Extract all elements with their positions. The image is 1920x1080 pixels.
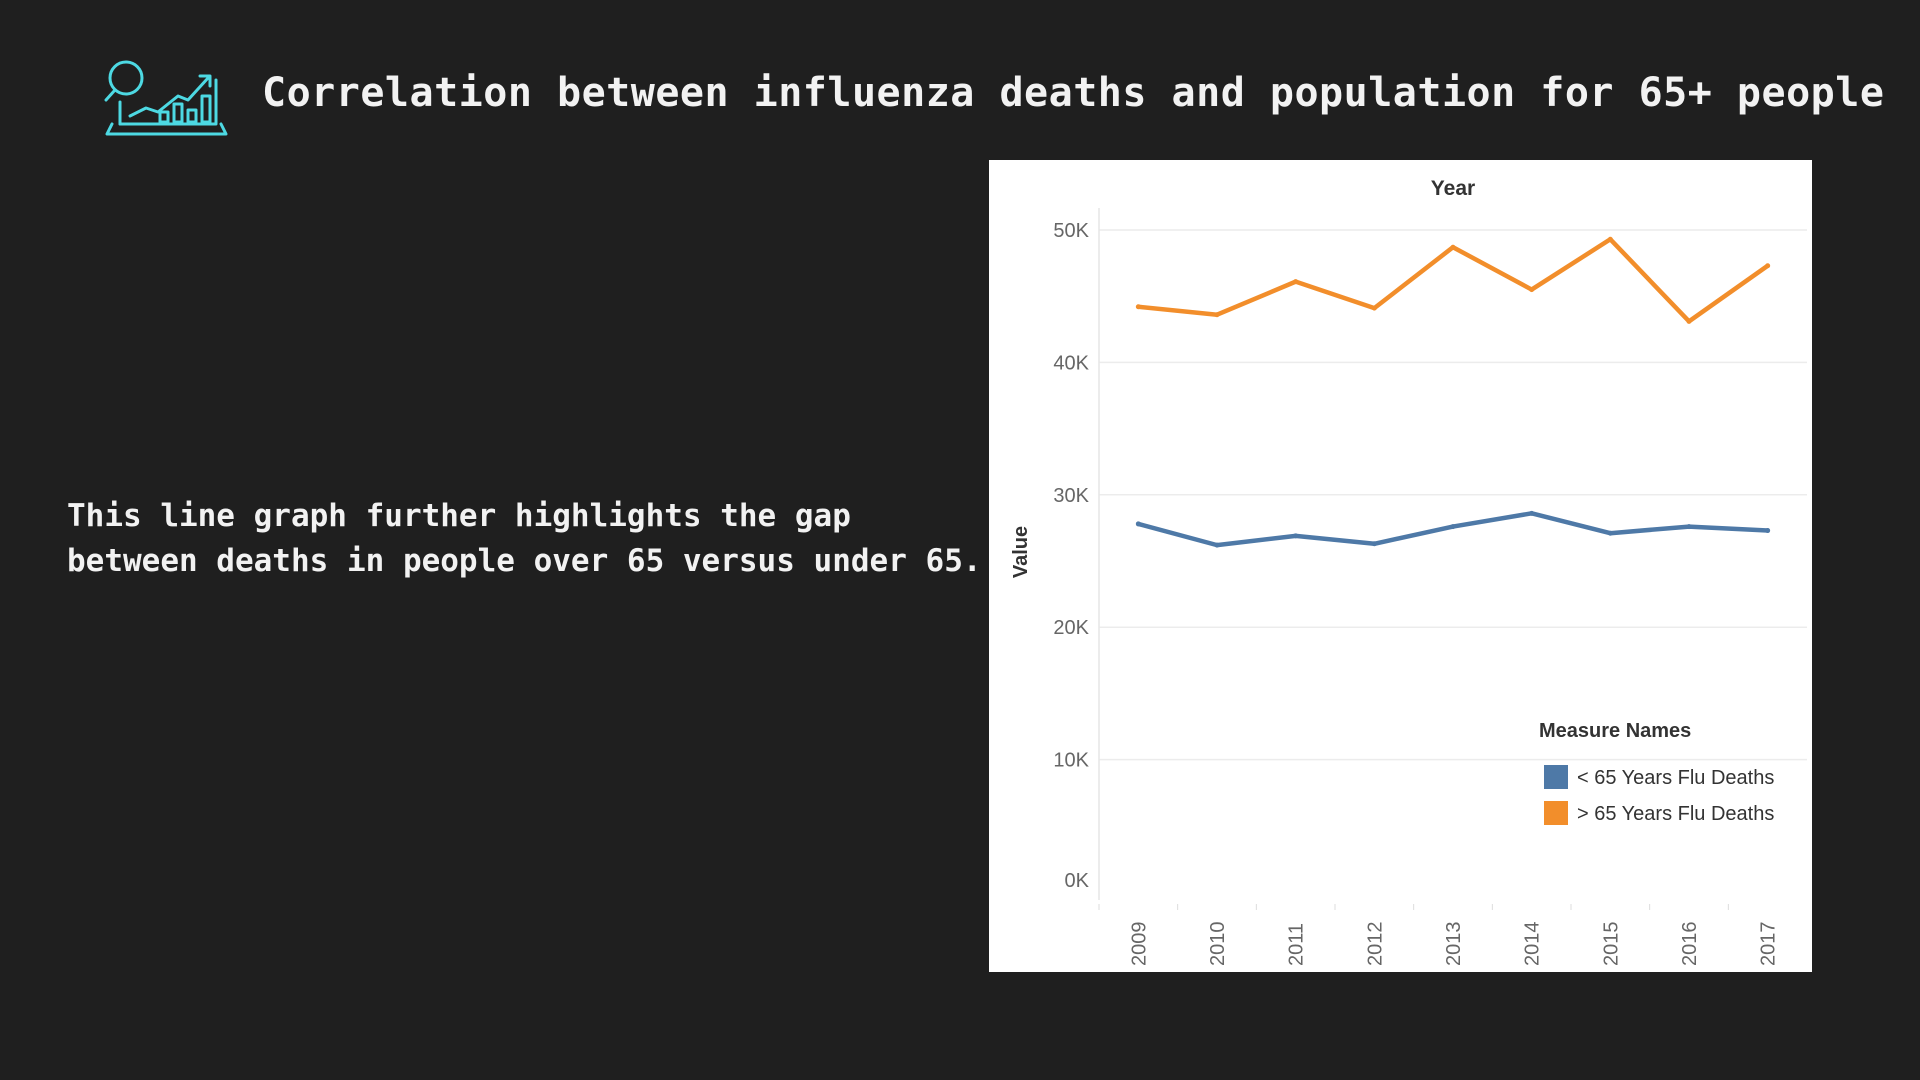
slide-body-text: This line graph further highlights the g…: [67, 494, 982, 584]
chart-title: Year: [1431, 177, 1475, 200]
data-point: [1371, 305, 1377, 311]
y-tick-label: 0K: [1065, 870, 1090, 892]
data-point: [1607, 236, 1613, 242]
y-tick-label: 10K: [1053, 750, 1089, 772]
x-tick-label: 2009: [1128, 922, 1150, 967]
data-point: [1371, 541, 1377, 547]
data-point: [1765, 263, 1771, 269]
data-point: [1214, 542, 1220, 548]
slide-title: Correlation between influenza deaths and…: [262, 70, 1885, 116]
line-chart-panel: Year Value 0K 10K 20K 30K 40K 50K 2009 2010 201…: [989, 160, 1812, 972]
data-point: [1450, 524, 1456, 530]
y-tick-label: 40K: [1053, 352, 1089, 374]
x-tick-label: 2015: [1600, 922, 1622, 967]
data-point: [1686, 524, 1692, 530]
y-tick-label: 50K: [1053, 220, 1089, 242]
data-point: [1135, 521, 1141, 527]
data-point: [1607, 530, 1613, 536]
legend-swatch: [1544, 801, 1568, 825]
line-chart: Year Value 0K 10K 20K 30K 40K 50K 2009 2010 201…: [1010, 177, 1807, 967]
data-point: [1214, 312, 1220, 318]
legend-swatch: [1544, 765, 1568, 789]
data-point: [1765, 528, 1771, 534]
series-line-1: [1136, 511, 1770, 548]
x-tick-label: 2010: [1207, 922, 1229, 967]
chart-legend: Measure Names < 65 Years Flu Deaths > 65 …: [1539, 720, 1774, 825]
legend-item-label: < 65 Years Flu Deaths: [1577, 767, 1774, 789]
data-point: [1293, 533, 1299, 539]
x-tick-label: 2012: [1364, 922, 1386, 967]
series-line-2: [1136, 237, 1770, 324]
chart-analytics-icon: [104, 60, 228, 136]
x-tick-label: 2017: [1758, 922, 1780, 967]
data-point: [1135, 304, 1141, 310]
body-line-2: between deaths in people over 65 versus …: [67, 543, 982, 579]
y-tick-label: 30K: [1053, 485, 1089, 507]
x-tick-label: 2013: [1443, 922, 1465, 967]
data-point: [1293, 279, 1299, 285]
legend-title: Measure Names: [1539, 720, 1691, 742]
x-tick-label: 2014: [1522, 922, 1544, 967]
x-tick-label: 2011: [1286, 923, 1308, 966]
y-tick-label: 20K: [1053, 617, 1089, 639]
data-point: [1529, 287, 1535, 293]
legend-item-label: > 65 Years Flu Deaths: [1577, 803, 1774, 825]
data-point: [1686, 318, 1692, 324]
x-tick-label: 2016: [1679, 922, 1701, 967]
y-axis-label: Value: [1010, 526, 1032, 578]
data-point: [1450, 244, 1456, 250]
body-line-1: This line graph further highlights the g…: [67, 498, 851, 534]
data-point: [1529, 510, 1535, 516]
